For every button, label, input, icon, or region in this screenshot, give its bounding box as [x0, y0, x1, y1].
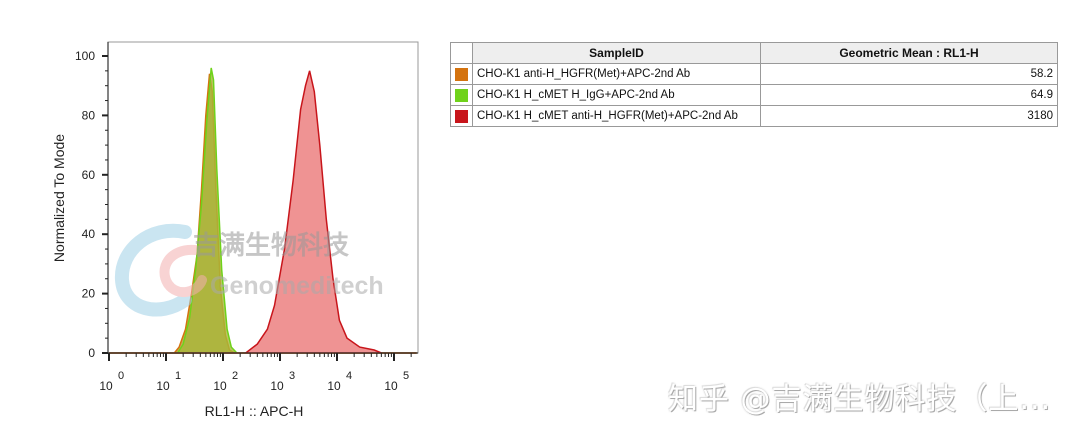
geomean-cell: 64.9	[760, 84, 1058, 106]
x-tick-label: 10	[327, 379, 341, 393]
table-row: CHO-K1 H_cMET H_IgG+APC-2nd Ab 64.9	[450, 84, 1058, 106]
header-sampleid: SampleID	[472, 42, 761, 64]
x-tick-exponent: 2	[232, 370, 238, 382]
y-tick-label: 0	[88, 346, 95, 360]
histogram-series-2	[109, 67, 417, 354]
x-tick-label: 10	[156, 379, 170, 393]
watermark-cn: 吉满生物科技	[193, 230, 349, 260]
x-axis-title: RL1-H :: APC-H	[205, 403, 304, 419]
y-tick-label: 20	[82, 287, 96, 301]
sample-table: SampleID Geometric Mean : RL1-H CHO-K1 a…	[450, 42, 1058, 127]
table-row: CHO-K1 H_cMET anti-H_HGFR(Met)+APC-2nd A…	[450, 105, 1058, 127]
x-tick-exponent: 4	[346, 370, 352, 382]
y-tick-label: 80	[82, 108, 96, 122]
logo-swirl-red	[159, 244, 207, 298]
header-geomean: Geometric Mean : RL1-H	[760, 42, 1058, 64]
histogram-series-3	[109, 70, 417, 354]
x-tick-exponent: 5	[403, 370, 409, 382]
geomean-cell: 58.2	[760, 63, 1058, 85]
x-tick-label: 10	[384, 379, 398, 393]
x-tick-exponent: 0	[118, 370, 124, 382]
y-axis-title: Normalized To Mode	[51, 134, 67, 262]
sample-id-cell: CHO-K1 H_cMET anti-H_HGFR(Met)+APC-2nd A…	[472, 105, 761, 127]
geomean-cell: 3180	[760, 105, 1058, 127]
watermark-en: Genomeditech	[210, 272, 384, 300]
zhihu-watermark: 知乎 @吉满生物科技（上...	[668, 382, 1052, 417]
x-tick-label: 10	[270, 379, 284, 393]
logo-swirl-blue	[114, 223, 192, 317]
x-tick-exponent: 1	[175, 370, 181, 382]
x-tick-label: 10	[213, 379, 227, 393]
color-swatch-cell	[450, 84, 473, 106]
sample-id-cell: CHO-K1 anti-H_HGFR(Met)+APC-2nd Ab	[472, 63, 761, 85]
sample-id-cell: CHO-K1 H_cMET H_IgG+APC-2nd Ab	[472, 84, 761, 106]
color-swatch-cell	[450, 63, 473, 85]
y-tick-label: 60	[82, 168, 96, 182]
x-tick-exponent: 3	[289, 370, 295, 382]
color-swatch	[455, 88, 468, 102]
y-tick-label: 40	[82, 227, 96, 241]
table-header-row: SampleID Geometric Mean : RL1-H	[450, 42, 1058, 64]
color-swatch	[455, 109, 468, 123]
color-swatch	[455, 67, 468, 81]
color-swatch-cell	[450, 105, 473, 127]
watermark-logo: 吉满生物科技 Genomeditech	[114, 223, 384, 317]
x-tick-label: 10	[99, 379, 113, 393]
table-row: CHO-K1 anti-H_HGFR(Met)+APC-2nd Ab 58.2	[450, 63, 1058, 85]
y-tick-label: 100	[75, 49, 95, 63]
header-swatch	[450, 42, 473, 64]
